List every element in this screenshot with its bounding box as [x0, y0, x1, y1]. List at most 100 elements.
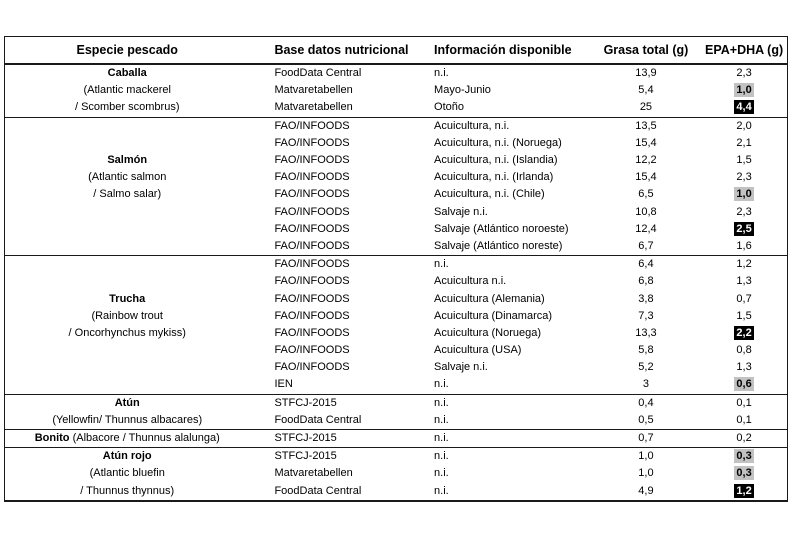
epa-dha-cell: 2,0: [701, 116, 788, 135]
database-cell: STFCJ-2015: [249, 428, 411, 448]
table-row: FAO/INFOODS Salvaje n.i. 10,8 2,3: [5, 204, 788, 221]
epa-dha-value: 2,3: [736, 205, 752, 218]
database-cell: FAO/INFOODS: [274, 205, 350, 218]
species-cell: [4, 255, 250, 274]
info-cell: Acuicultura, n.i. (Chile): [434, 188, 545, 201]
table-row: / Oncorhynchus mykiss) FAO/INFOODS Acuicul…: [5, 325, 788, 342]
species-cell: [5, 359, 250, 376]
epa-dha-value: 0,3: [733, 449, 755, 464]
species-text: / Oncorhynchus mykiss): [68, 326, 186, 339]
epa-dha-value: 0,6: [733, 377, 755, 392]
fat-total-cell: 0,7: [590, 428, 702, 448]
epa-dha-value: 1,5: [736, 154, 752, 167]
species-cell: (Atlantic salmon: [5, 169, 250, 186]
database-cell: FAO/INFOODS: [274, 171, 350, 184]
table-body: Caballa FoodData Central n.i. 13,9 2,3 (Atlan…: [4, 64, 788, 501]
species-text: Atún: [114, 396, 140, 409]
species-cell: Salmón: [5, 152, 250, 169]
epa-dha-cell: 1,6: [701, 238, 787, 256]
table-row: / Thunnus thynnus) FoodData Central n.i. 4,…: [5, 483, 788, 501]
epa-dha-value: 0,1: [736, 396, 752, 409]
database-cell: Matvaretabellen: [274, 101, 353, 114]
fat-total-cell: 10,8: [635, 205, 657, 218]
fat-total-cell: 13,5: [590, 116, 702, 135]
epa-dha-cell: 1,5: [701, 308, 787, 325]
epa-dha-cell: 0,2: [701, 428, 788, 448]
table-row: FAO/INFOODS Salvaje n.i. 5,2 1,3: [5, 359, 788, 376]
fat-total-cell: 15,4: [635, 136, 657, 149]
database-cell: FAO/INFOODS: [274, 361, 350, 374]
epa-dha-value: 2,3: [736, 171, 752, 184]
table-row: (Atlantic mackerel Matvaretabellen Mayo-Ju…: [5, 82, 788, 99]
species-cell: (Rainbow trout: [5, 308, 250, 325]
info-cell: Otoño: [434, 101, 465, 114]
database-cell: FAO/INFOODS: [274, 154, 350, 167]
fat-total-cell: 13,3: [635, 326, 657, 339]
fat-total-cell: 12,2: [635, 154, 657, 167]
database-cell: FAO/INFOODS: [249, 116, 411, 135]
epa-dha-cell: 1,0: [701, 82, 787, 99]
table-row: (Atlantic salmon FAO/INFOODS Acuicultura, …: [5, 169, 788, 186]
fat-total-cell: 6,8: [638, 275, 654, 288]
info-cell: n.i.: [410, 393, 591, 412]
database-cell: FAO/INFOODS: [249, 255, 411, 274]
epa-dha-value: 1,2: [736, 258, 752, 271]
info-cell: Salvaje n.i.: [434, 205, 488, 218]
epa-dha-cell: 2,2: [701, 325, 787, 342]
table-row: FAO/INFOODS Acuicultura (USA) 5,8 0,8: [5, 342, 788, 359]
species-cell: Bonito (Albacore / Thunnus alalunga): [4, 428, 250, 448]
epa-dha-cell: 0,7: [701, 290, 787, 307]
epa-dha-cell: 1,3: [701, 273, 787, 290]
species-cell: [5, 342, 250, 359]
table-row: Atún rojo STFCJ-2015 n.i. 1,0 0,3: [4, 447, 788, 466]
info-cell: Salvaje n.i.: [434, 361, 488, 374]
species-text: Salmón: [107, 154, 148, 167]
database-cell: STFCJ-2015: [249, 393, 411, 412]
table-row: (Atlantic bluefin Matvaretabellen n.i. 1,0 0…: [5, 465, 788, 482]
database-cell: FAO/INFOODS: [274, 188, 350, 201]
epa-dha-cell: 4,4: [701, 99, 787, 117]
database-cell: FAO/INFOODS: [274, 222, 350, 235]
table-row: FAO/INFOODS Salvaje (Atlántico noreste) 6,…: [5, 238, 788, 256]
table-row: Trucha FAO/INFOODS Acuicultura (Alemania) 3…: [5, 290, 788, 307]
species-cell: / Scomber scombrus): [5, 99, 250, 117]
species-cell: Atún rojo: [4, 447, 250, 466]
species-text: (Atlantic bluefin: [89, 467, 165, 480]
fat-total-cell: 5,4: [638, 84, 654, 97]
species-text: Caballa: [107, 67, 147, 80]
database-cell: FoodData Central: [274, 484, 362, 497]
info-cell: Mayo-Junio: [434, 84, 491, 97]
species-cell: [4, 116, 250, 135]
epa-dha-value: 0,7: [736, 292, 752, 305]
epa-dha-value: 1,3: [736, 361, 752, 374]
fat-total-cell: 1,0: [590, 447, 702, 466]
epa-dha-cell: 1,0: [701, 186, 787, 203]
table-row: FAO/INFOODS Salvaje (Atlántico noroeste) 1…: [5, 221, 788, 238]
epa-dha-cell: 1,3: [701, 359, 787, 376]
epa-dha-value: 1,6: [736, 239, 752, 252]
fat-total-cell: 0,5: [638, 413, 654, 426]
database-cell: FAO/INFOODS: [274, 275, 350, 288]
species-cell: [5, 273, 250, 290]
fat-total-cell: 1,0: [638, 467, 654, 480]
header-informacion: Información disponible: [410, 36, 591, 65]
species-text: (Yellowfin/ Thunnus albacares): [52, 413, 203, 426]
info-cell: n.i.: [434, 67, 449, 80]
table-row: Atún STFCJ-2015 n.i. 0,4 0,1: [4, 393, 788, 412]
epa-dha-value: 2,2: [733, 325, 755, 340]
species-text: / Thunnus thynnus): [80, 484, 175, 497]
species-cell: Atún: [4, 393, 250, 412]
epa-dha-value: 1,0: [733, 187, 755, 202]
epa-dha-value: 0,3: [733, 466, 755, 481]
database-cell: FAO/INFOODS: [274, 239, 350, 252]
fat-total-cell: 6,7: [638, 239, 654, 252]
info-cell: n.i.: [410, 447, 591, 466]
database-cell: IEN: [274, 378, 293, 391]
species-cell: (Yellowfin/ Thunnus albacares): [5, 412, 250, 430]
fat-total-cell: 3: [642, 378, 649, 391]
fat-total-cell: 6,5: [638, 188, 654, 201]
species-cell: / Oncorhynchus mykiss): [5, 325, 250, 342]
species-text: (Atlantic mackerel: [83, 84, 171, 97]
table-header: Especie pescado Base datos nutricional I…: [4, 36, 788, 65]
species-cell: [5, 204, 250, 221]
